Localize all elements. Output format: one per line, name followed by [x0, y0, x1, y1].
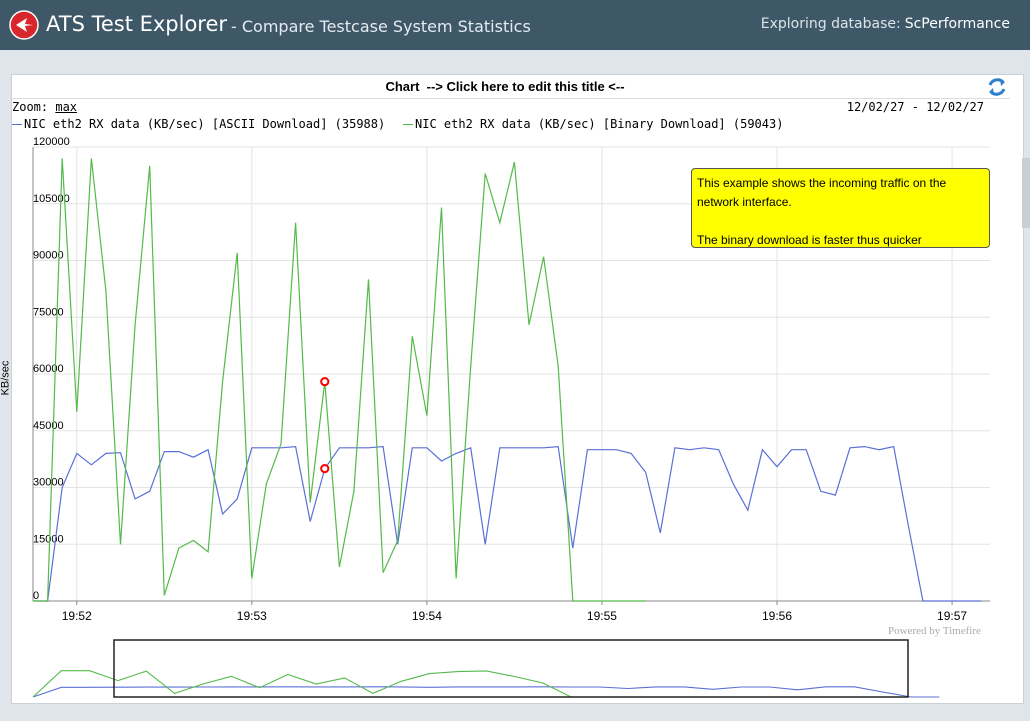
y-axis-label: KB/sec [0, 360, 12, 396]
zoom-label: Zoom: [12, 100, 49, 114]
app-header: ATS Test Explorer - Compare Testcase Sys… [0, 0, 1030, 50]
date-range: 12/02/27 - 12/02/27 [846, 100, 984, 114]
zoom-max-link[interactable]: max [55, 100, 78, 114]
database-label: Exploring database: [760, 16, 901, 32]
powered-by-label: Powered by Timefire [888, 625, 981, 637]
app-title: ATS Test Explorer [46, 12, 228, 36]
legend-item-ascii[interactable]: NIC eth2 RX data (KB/sec) [ASCII Downloa… [12, 117, 385, 131]
zoom-control: Zoom: max [12, 100, 77, 114]
legend-swatch-binary [403, 124, 413, 125]
annotation-text-2: The binary download is faster thus quick… [697, 233, 922, 247]
database-info: Exploring database: ScPerformance [761, 16, 1010, 32]
database-name: ScPerformance [904, 16, 1010, 32]
legend-label-binary: NIC eth2 RX data (KB/sec) [Binary Downlo… [415, 117, 784, 131]
chart-title[interactable]: Chart --> Click here to edit this title … [385, 79, 625, 94]
legend-swatch-ascii [12, 124, 22, 125]
legend-label-ascii: NIC eth2 RX data (KB/sec) [ASCII Downloa… [24, 117, 386, 131]
page-subtitle: - Compare Testcase System Statistics [231, 17, 531, 36]
title-divider [11, 98, 1010, 99]
refresh-icon[interactable] [986, 76, 1008, 98]
side-panel-handle[interactable] [1022, 158, 1030, 228]
annotation-text-1: This example shows the incoming traffic … [697, 176, 947, 209]
app-logo-icon [9, 10, 39, 40]
legend-item-binary[interactable]: NIC eth2 RX data (KB/sec) [Binary Downlo… [403, 117, 783, 131]
annotation-note[interactable]: This example shows the incoming traffic … [691, 168, 990, 248]
